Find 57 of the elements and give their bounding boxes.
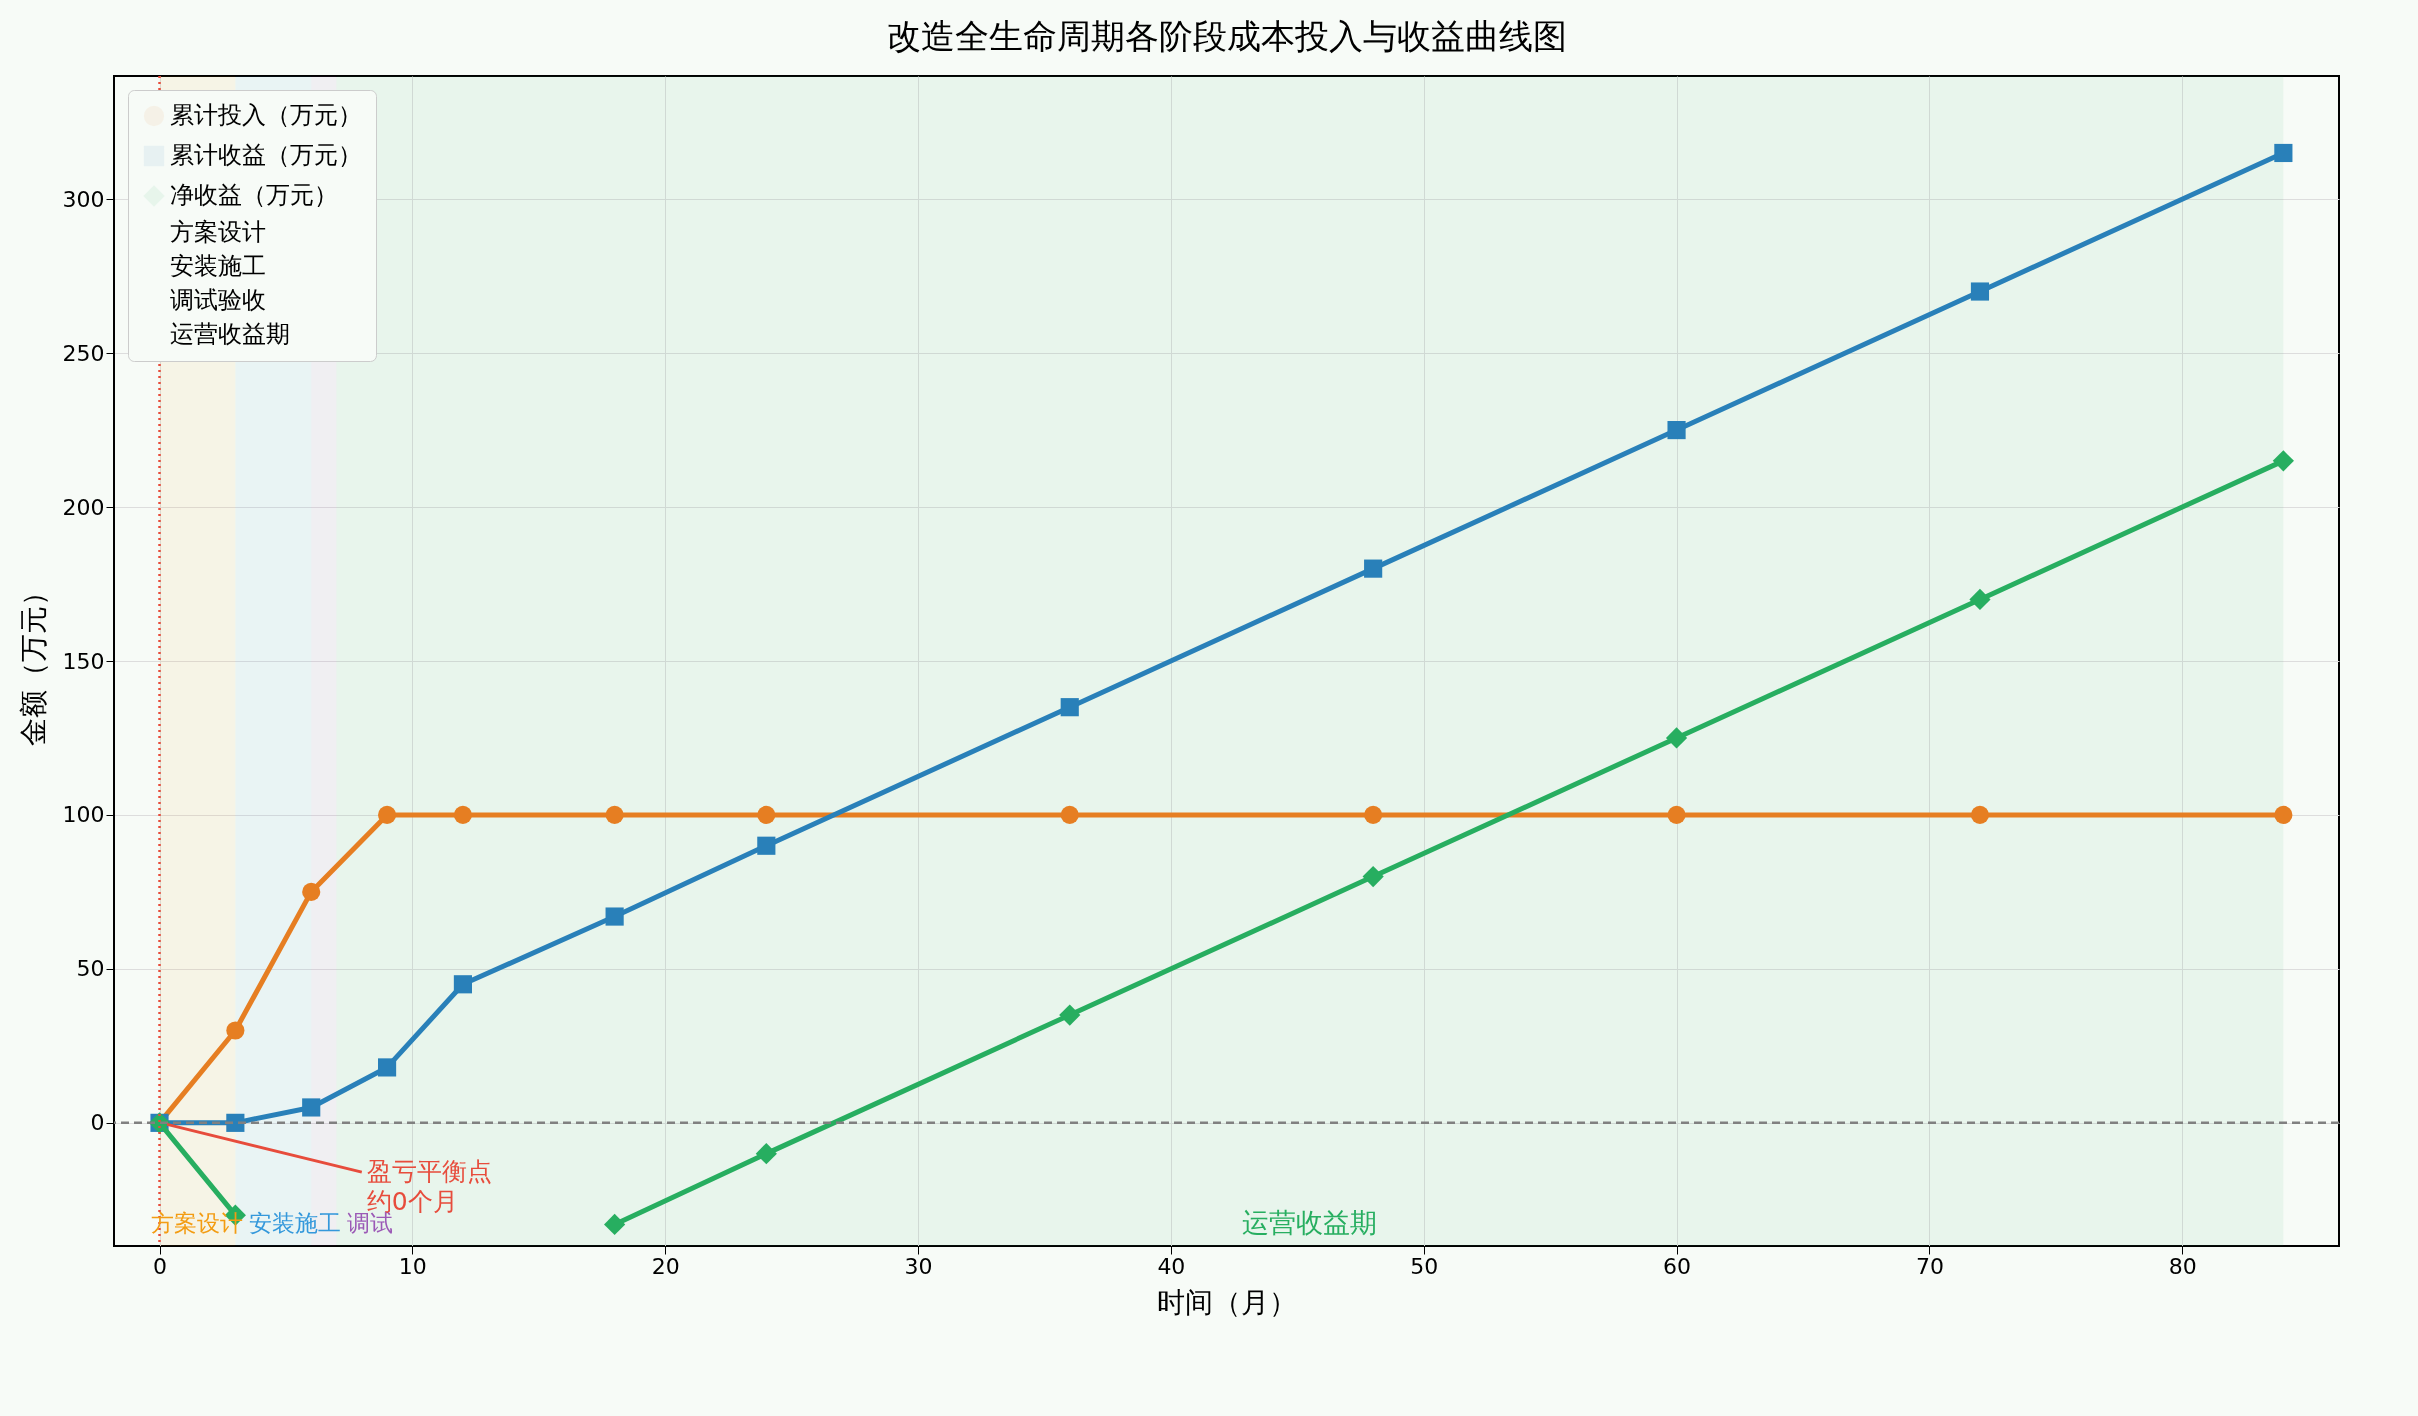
y-tick-label: 50 xyxy=(76,956,105,982)
annotation: 运营收益期 xyxy=(170,320,290,348)
y-tick-label: 250 xyxy=(62,340,105,366)
y-tick-label: 200 xyxy=(62,494,105,520)
point xyxy=(377,1058,397,1077)
y-axis-title: 金额（万元） xyxy=(16,577,50,746)
point xyxy=(1059,1004,1081,1026)
point xyxy=(1362,865,1384,888)
y-tick-label: 300 xyxy=(62,186,105,212)
point xyxy=(453,975,472,994)
x-tick-label: 20 xyxy=(651,1253,680,1279)
x-tick-label: 30 xyxy=(904,1253,933,1279)
x-tick-label: 40 xyxy=(1157,1253,1186,1279)
x-tick-label: 60 xyxy=(1663,1253,1692,1279)
y-tick-label: 150 xyxy=(62,648,105,674)
point xyxy=(1364,805,1383,825)
x-tick-label: 0 xyxy=(153,1253,168,1279)
point xyxy=(604,1213,626,1236)
point xyxy=(453,805,472,825)
point xyxy=(302,882,321,901)
band-label: 调试验收 xyxy=(170,286,266,314)
point xyxy=(2272,450,2294,472)
point xyxy=(1970,282,1990,301)
point xyxy=(1060,805,1079,825)
point xyxy=(226,1113,245,1132)
point xyxy=(605,805,624,825)
point xyxy=(1969,588,1991,611)
x-tick-label: 10 xyxy=(398,1253,427,1279)
point xyxy=(377,805,397,825)
x-tick-label: 80 xyxy=(2168,1253,2197,1279)
point xyxy=(2274,143,2293,163)
point xyxy=(1970,805,1990,825)
point xyxy=(605,907,624,926)
legend-label: 净收益（万元） xyxy=(170,181,338,209)
x-tick-label: 70 xyxy=(1915,1253,1944,1279)
x-axis-title: 时间（月） xyxy=(1157,1285,1297,1319)
point xyxy=(755,1143,777,1165)
annotation: 安装施工 xyxy=(170,252,266,280)
point xyxy=(226,1021,245,1040)
band-label: 运营收益期 xyxy=(1242,1207,1378,1239)
point xyxy=(1665,727,1688,749)
point xyxy=(302,1098,321,1117)
point xyxy=(2274,805,2293,825)
point xyxy=(757,836,776,855)
chart-title: 改造全生命周期各阶段成本投入与收益曲线图 xyxy=(886,15,1567,56)
point xyxy=(1364,559,1383,578)
annotation: 方案设计 xyxy=(170,218,266,246)
band-label: 安装施工 xyxy=(249,1210,342,1237)
point xyxy=(1060,698,1079,717)
legend-label: 累计收益（万元） xyxy=(170,141,362,169)
y-tick-label: 0 xyxy=(90,1110,105,1136)
y-tick-label: 100 xyxy=(62,802,105,828)
legend-label: 累计投入（万元） xyxy=(170,101,362,129)
point xyxy=(757,805,776,825)
point xyxy=(1667,805,1686,825)
point xyxy=(1667,421,1686,440)
x-tick-label: 50 xyxy=(1410,1253,1439,1279)
